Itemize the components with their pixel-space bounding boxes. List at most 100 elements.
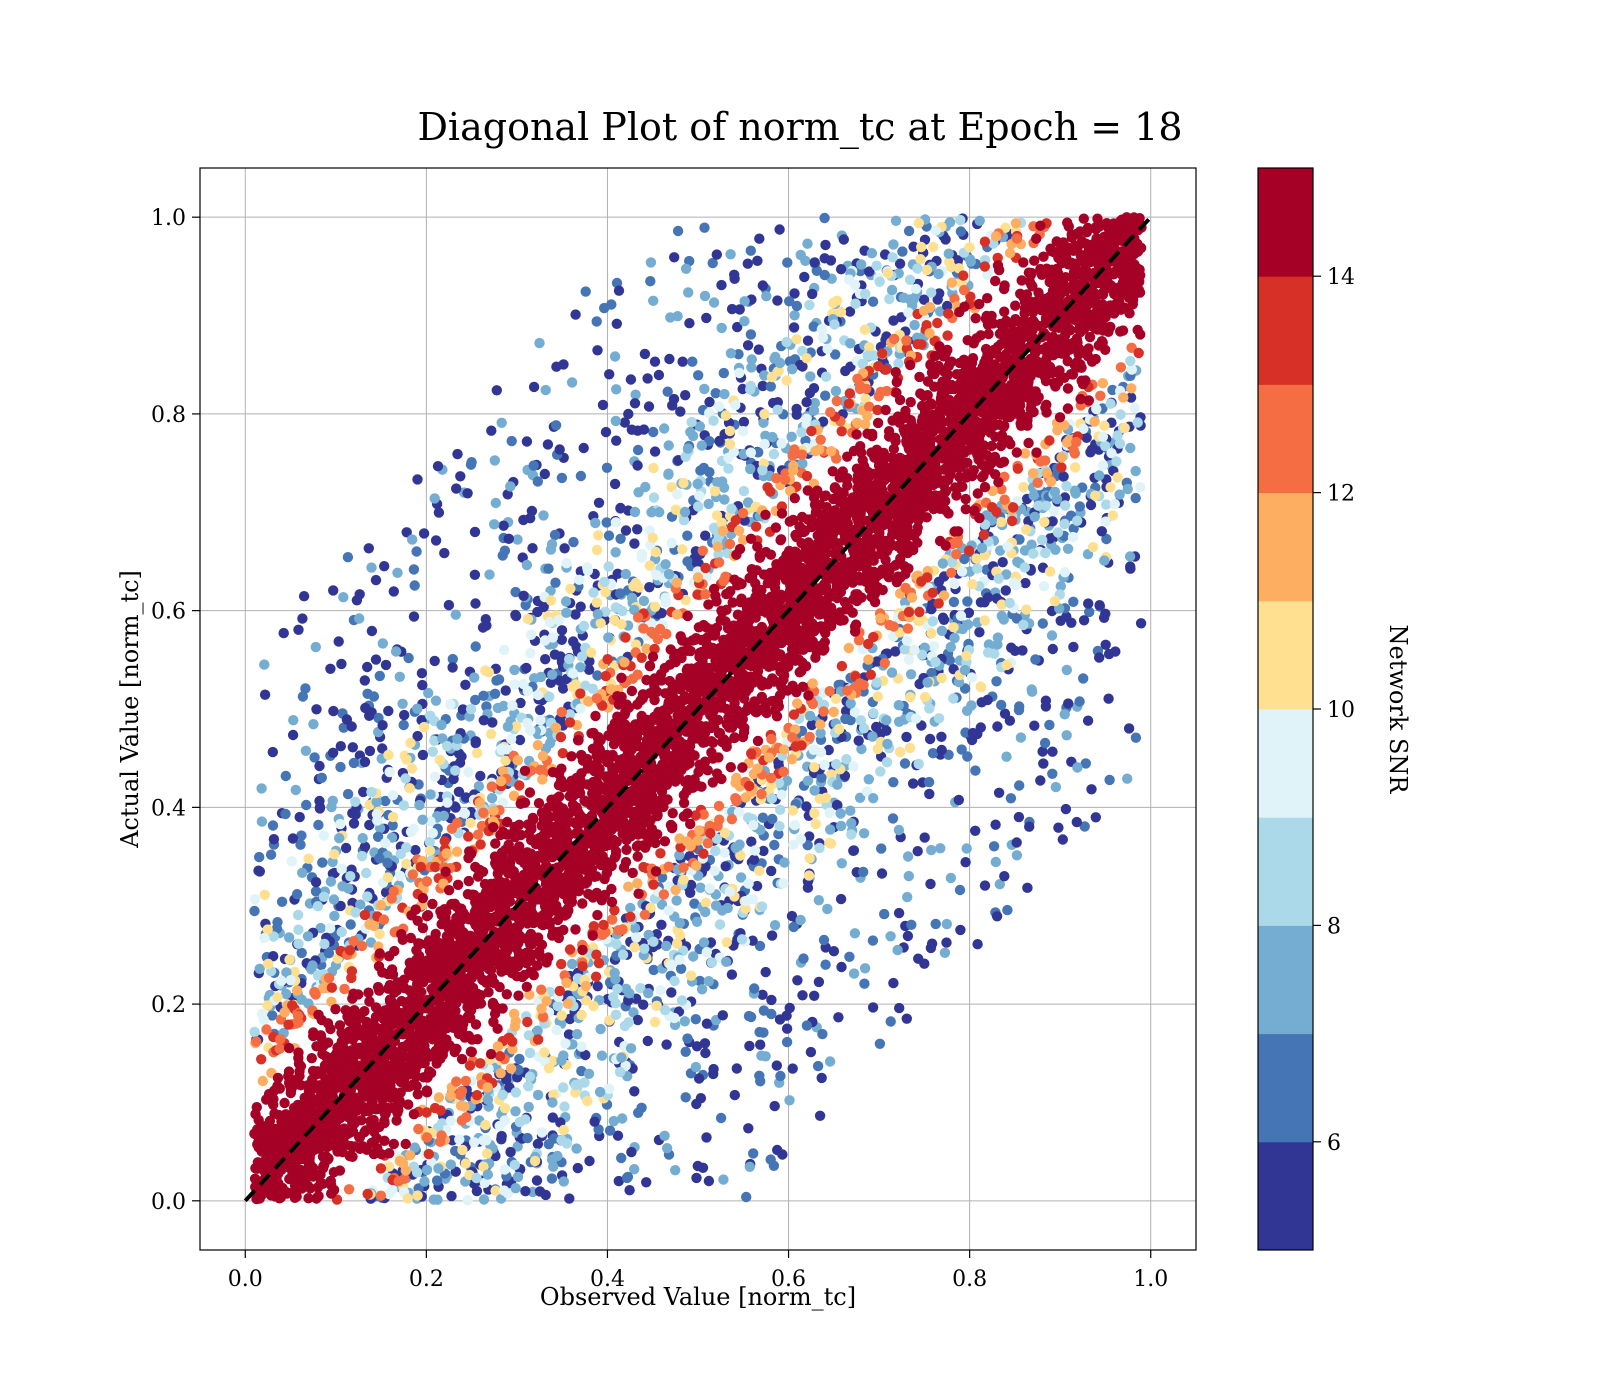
data-point: [736, 934, 748, 945]
data-point: [744, 1161, 755, 1173]
data-point: [363, 543, 374, 554]
data-point: [809, 397, 820, 409]
data-point: [941, 918, 952, 930]
data-point: [1022, 882, 1033, 893]
data-point: [510, 1183, 521, 1194]
data-point: [1037, 534, 1048, 546]
data-point: [924, 328, 935, 339]
data-point: [576, 1041, 587, 1052]
data-point: [786, 754, 798, 765]
data-point: [854, 678, 866, 689]
data-point: [787, 805, 799, 816]
data-point: [743, 878, 754, 889]
data-point: [441, 848, 452, 859]
data-point: [425, 710, 436, 721]
data-point: [824, 1056, 836, 1067]
data-point: [417, 892, 429, 904]
data-point: [726, 303, 738, 315]
data-point: [505, 1146, 516, 1158]
data-point: [268, 951, 279, 962]
data-point: [1011, 233, 1023, 244]
data-point: [801, 470, 813, 482]
data-point: [647, 651, 659, 662]
data-point: [719, 494, 730, 505]
data-point: [850, 298, 861, 309]
data-point: [817, 1028, 828, 1040]
data-point: [901, 1013, 912, 1024]
data-point: [279, 1097, 290, 1109]
data-point: [908, 241, 919, 252]
data-point: [297, 867, 308, 878]
data-point: [1039, 516, 1050, 528]
data-point: [815, 747, 827, 758]
data-point: [540, 384, 551, 396]
data-point: [567, 668, 579, 679]
data-point: [1104, 774, 1115, 786]
data-point: [314, 760, 325, 772]
data-point: [943, 308, 954, 319]
data-point: [607, 914, 618, 925]
data-point: [849, 928, 861, 939]
data-point: [1010, 218, 1022, 229]
data-point: [745, 463, 756, 475]
data-point: [868, 631, 879, 643]
data-point: [521, 436, 533, 447]
data-point: [272, 992, 283, 1003]
data-point: [713, 401, 725, 412]
data-point: [693, 825, 705, 836]
data-point: [267, 746, 278, 758]
data-point: [334, 833, 345, 844]
data-point: [478, 807, 489, 818]
data-point: [423, 687, 434, 699]
data-point: [571, 641, 582, 653]
data-point: [756, 788, 767, 800]
data-point: [926, 287, 937, 298]
data-point: [671, 895, 682, 906]
data-point: [901, 335, 912, 346]
data-point: [632, 612, 644, 623]
data-point: [624, 1185, 635, 1196]
data-point: [358, 786, 369, 798]
data-point: [745, 329, 757, 340]
data-point: [300, 745, 312, 756]
data-point: [515, 697, 526, 709]
data-point: [756, 1050, 767, 1061]
data-point: [377, 743, 388, 754]
data-point: [402, 1193, 413, 1204]
data-point: [1020, 577, 1031, 589]
data-point: [625, 1043, 637, 1054]
data-point: [1078, 213, 1090, 224]
data-point: [919, 832, 930, 843]
data-point: [323, 972, 335, 984]
data-point: [652, 633, 663, 645]
data-point: [489, 688, 501, 699]
data-point: [663, 905, 674, 916]
data-point: [570, 309, 581, 320]
data-point: [704, 467, 715, 478]
data-point: [757, 380, 768, 392]
data-point: [930, 918, 941, 930]
data-point: [986, 502, 998, 513]
data-point: [913, 217, 925, 229]
data-point: [610, 602, 622, 613]
data-point: [887, 813, 899, 824]
data-point: [1011, 850, 1023, 861]
data-point: [632, 524, 643, 535]
data-point: [901, 635, 913, 646]
data-point: [1071, 816, 1083, 828]
data-point: [661, 1143, 673, 1154]
data-point: [549, 649, 561, 660]
data-point: [553, 614, 564, 626]
data-point: [730, 515, 741, 526]
data-point: [609, 478, 621, 490]
data-point: [804, 710, 816, 722]
data-point: [671, 609, 683, 620]
data-point: [884, 619, 895, 631]
data-point: [591, 544, 603, 556]
data-point: [903, 225, 915, 237]
data-point: [742, 258, 753, 269]
data-point: [1047, 643, 1059, 655]
data-point: [489, 519, 500, 530]
data-point: [726, 814, 738, 825]
data-point: [290, 784, 301, 796]
